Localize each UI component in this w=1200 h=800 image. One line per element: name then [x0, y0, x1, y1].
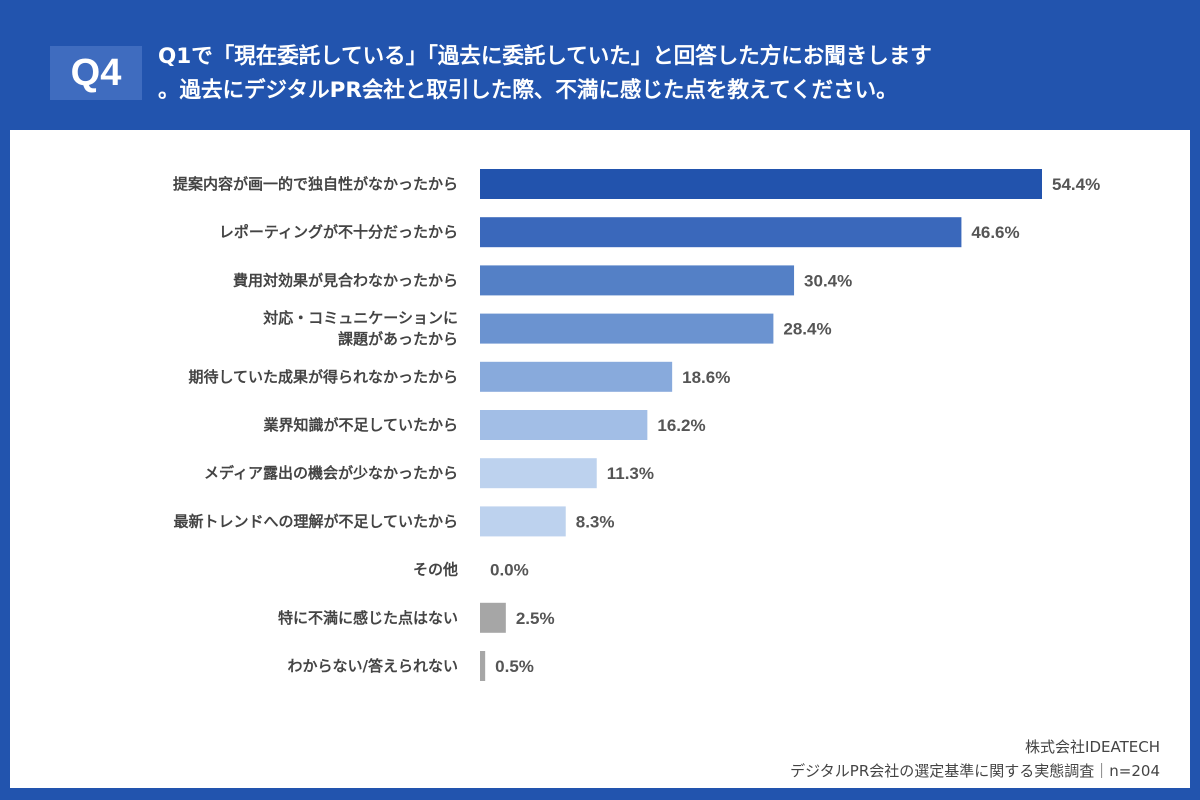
- bar: [480, 217, 962, 248]
- value-label: 11.3%: [607, 464, 654, 483]
- value-label: 28.4%: [783, 320, 831, 339]
- category-label: 業界知識が不足していたから: [262, 416, 458, 434]
- value-label: 0.0%: [490, 561, 529, 580]
- bar: [480, 410, 648, 440]
- bar: [480, 458, 597, 489]
- value-label: 46.6%: [971, 223, 1019, 242]
- question-title: Q1で「現在委託している」「過去に委託していた」と回答した方にお聞きします 。過…: [158, 40, 1178, 108]
- value-label: 2.5%: [516, 609, 555, 628]
- category-label: わからない/答えられない: [288, 657, 458, 675]
- title-line-1: Q1で「現在委託している」「過去に委託していた」と回答した方にお聞きします: [158, 44, 932, 69]
- category-label: その他: [413, 561, 458, 579]
- category-label: メディア露出の機会が少なかったから: [204, 464, 458, 482]
- bar: [480, 361, 673, 392]
- category-label: 費用対効果が見合わなかったから: [233, 271, 458, 289]
- category-label: 対応・コミュニケーションに: [262, 309, 458, 327]
- bar: [480, 313, 774, 344]
- question-badge: Q4: [50, 46, 142, 100]
- bar: [480, 602, 506, 633]
- category-label: 提案内容が画一的で独自性がなかったから: [173, 175, 458, 193]
- bar: [480, 265, 795, 296]
- category-label: 特に不満に感じた点はない: [278, 609, 458, 627]
- bar: [480, 506, 566, 537]
- value-label: 18.6%: [682, 368, 730, 387]
- value-label: 0.5%: [495, 657, 534, 676]
- value-label: 30.4%: [804, 271, 852, 290]
- value-label: 16.2%: [657, 416, 705, 435]
- category-label: 最新トレンドへの理解が不足していたから: [173, 512, 458, 530]
- value-label: 8.3%: [576, 512, 615, 531]
- footer-survey: デジタルPR会社の選定基準に関する実態調査｜n=204: [790, 762, 1160, 780]
- title-line-2: 。過去にデジタルPR会社と取引した際、不満に感じた点を教えてください。: [158, 78, 898, 103]
- footer-company: 株式会社IDEATECH: [1025, 738, 1160, 756]
- category-label: 課題があったから: [338, 330, 458, 348]
- bar: [480, 169, 1042, 199]
- bar: [480, 651, 486, 681]
- value-label: 54.4%: [1052, 175, 1100, 194]
- category-label: レポーティングが不十分だったから: [219, 223, 458, 241]
- category-label: 期待していた成果が得られなかったから: [188, 368, 458, 386]
